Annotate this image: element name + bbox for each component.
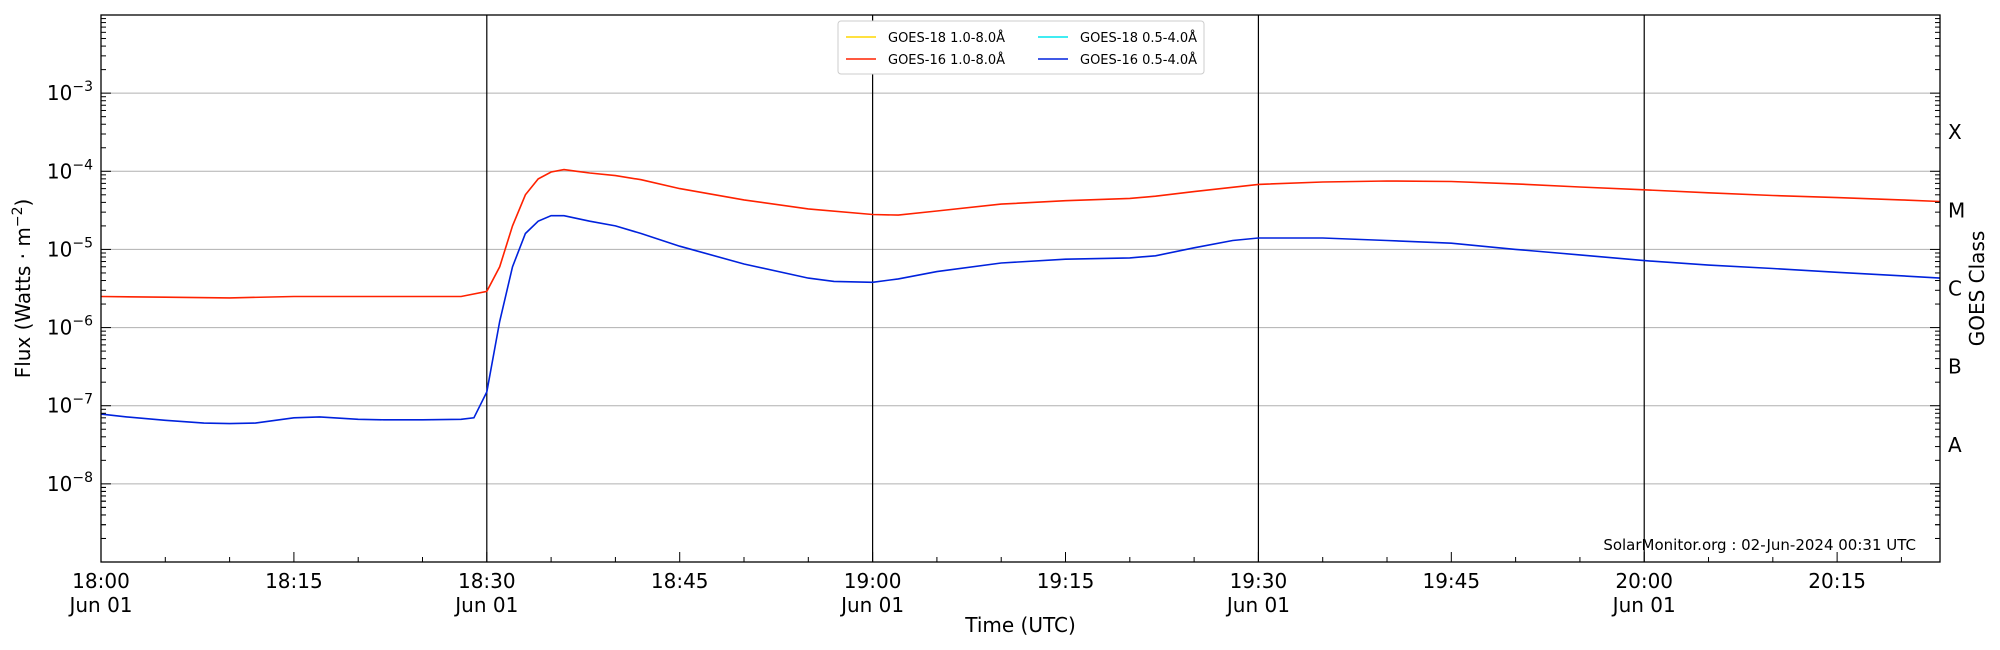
- legend: GOES-18 1.0-8.0Å GOES-18 0.5-4.0Å GOES-16 …: [837, 20, 1205, 75]
- x-tick-date: Jun 01: [839, 593, 904, 617]
- x-tick-label: 20:15: [1808, 569, 1866, 593]
- x-tick-label: 20:00: [1615, 569, 1673, 593]
- goes-class-label: C: [1948, 277, 1962, 301]
- series-layer: [100, 168, 1941, 425]
- goes-class-label: A: [1948, 433, 1962, 457]
- series-line: [100, 214, 1941, 425]
- legend-box: [837, 20, 1205, 75]
- x-tick-label: 19:15: [1037, 569, 1095, 593]
- x-tick-date: Jun 01: [453, 593, 518, 617]
- legend-label: GOES-16 0.5-4.0Å: [1080, 52, 1197, 68]
- plot-frame: [100, 14, 1941, 563]
- y-tick-label: 10−4: [47, 157, 93, 183]
- goes-class-labels: A B C M X: [1948, 120, 1965, 457]
- x-tick-label: 18:15: [265, 569, 323, 593]
- y-tick-label: 10−8: [47, 470, 93, 496]
- vertical-lines: [486, 15, 1645, 562]
- legend-label: GOES-18 1.0-8.0Å: [888, 30, 1005, 46]
- goes-class-label: B: [1948, 355, 1962, 379]
- goes-class-label: M: [1948, 198, 1965, 222]
- x-tick-label: 19:30: [1230, 569, 1288, 593]
- y2-axis-title: GOES Class: [1965, 231, 1989, 347]
- x-tick-label: 19:45: [1422, 569, 1480, 593]
- legend-label: GOES-16 1.0-8.0Å: [888, 52, 1005, 68]
- x-tick-date: Jun 01: [1225, 593, 1290, 617]
- x-tick-date: Jun 01: [1611, 593, 1676, 617]
- x-tick-date: Jun 01: [67, 593, 132, 617]
- y-tick-label: 10−5: [47, 235, 93, 261]
- goes-class-label: X: [1948, 120, 1962, 144]
- y-tick-labels: 10−8 10−7 10−6 10−5 10−4 10−3: [47, 79, 93, 496]
- x-axis-title: Time (UTC): [964, 613, 1076, 637]
- x-tick-label: 19:00: [844, 569, 902, 593]
- tick-layer: [100, 18, 1940, 563]
- grid-layer: [101, 92, 1940, 485]
- x-tick-label: 18:45: [651, 569, 709, 593]
- series-line: [100, 168, 1941, 299]
- x-tick-label: 18:30: [458, 569, 516, 593]
- y-tick-label: 10−6: [47, 314, 93, 340]
- y-axis-title: Flux (Watts · m−2): [10, 199, 35, 379]
- legend-label: GOES-18 0.5-4.0Å: [1080, 30, 1197, 46]
- y-tick-label: 10−7: [47, 392, 93, 418]
- credit-text: SolarMonitor.org : 02-Jun-2024 00:31 UTC: [1603, 536, 1916, 554]
- x-tick-label: 18:00: [72, 569, 130, 593]
- y-tick-label: 10−3: [47, 79, 93, 105]
